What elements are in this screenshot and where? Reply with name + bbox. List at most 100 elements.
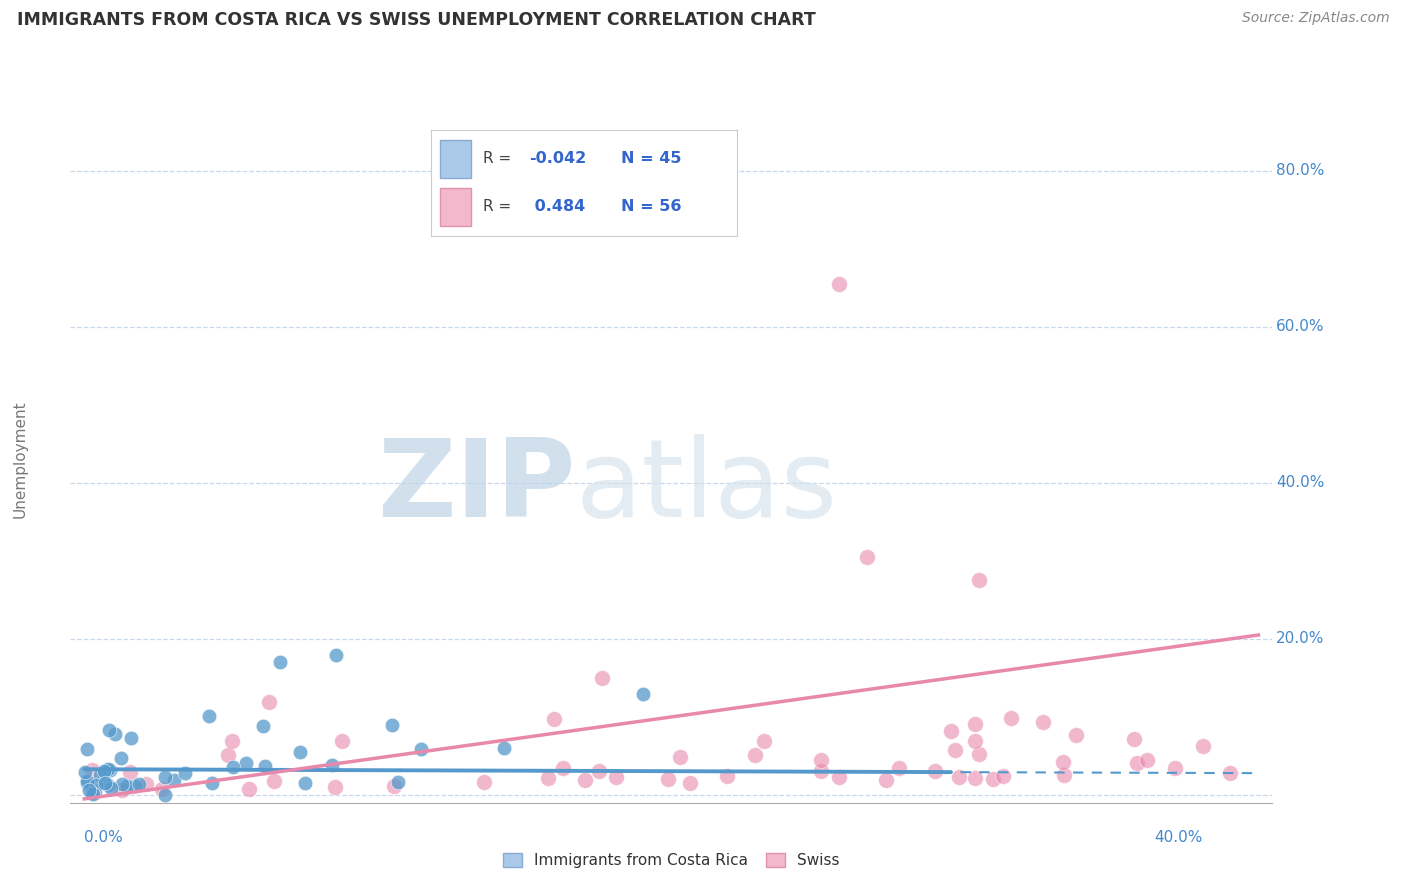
Text: atlas: atlas [575,434,837,540]
Point [943,743,966,757]
Point [752,734,775,748]
Point [543,712,565,726]
Text: IMMIGRANTS FROM COSTA RICA VS SWISS UNEMPLOYMENT CORRELATION CHART: IMMIGRANTS FROM COSTA RICA VS SWISS UNEM… [17,11,815,29]
Point [1123,732,1146,747]
Text: Source: ZipAtlas.com: Source: ZipAtlas.com [1241,11,1389,25]
Text: R =: R = [484,200,516,214]
Point [828,277,851,291]
Point [120,731,142,746]
Point [1052,767,1074,781]
Point [153,771,176,785]
Point [325,648,347,662]
Point [939,724,962,739]
Point [924,764,946,778]
Point [744,747,766,762]
Point [110,751,132,765]
Point [111,783,134,797]
Point [82,787,104,801]
Point [76,776,98,790]
Point [153,788,176,802]
Point [269,655,291,669]
Point [1126,756,1149,771]
Point [574,773,596,788]
Point [201,776,224,790]
Point [472,775,495,789]
Text: N = 56: N = 56 [621,200,682,214]
Point [716,769,738,783]
Point [263,774,285,789]
Point [963,716,986,731]
Point [173,765,195,780]
Point [810,753,832,767]
Point [1000,711,1022,725]
Point [222,760,245,774]
Text: Unemployment: Unemployment [13,401,27,518]
Point [82,786,104,800]
Text: 0.484: 0.484 [529,200,585,214]
Text: R =: R = [484,152,516,167]
Point [93,764,115,778]
Point [875,772,897,787]
Point [679,776,702,790]
Point [965,771,987,785]
Point [967,574,990,588]
Point [828,770,851,784]
Point [856,549,879,564]
Point [381,717,404,731]
Point [981,772,1004,786]
Point [1032,715,1054,730]
Point [669,750,692,764]
Point [323,780,346,795]
Point [321,757,343,772]
Point [810,764,832,779]
Point [969,747,991,762]
Point [98,763,121,777]
Point [657,772,679,786]
Point [98,723,121,737]
Point [93,767,115,781]
Point [633,687,655,701]
Point [290,745,312,759]
Text: 20.0%: 20.0% [1277,632,1324,647]
Point [492,741,515,756]
Legend: Immigrants from Costa Rica, Swiss: Immigrants from Costa Rica, Swiss [498,847,845,874]
Point [591,671,613,685]
Point [82,763,104,777]
Point [100,780,122,795]
Point [96,762,118,776]
Point [94,775,117,789]
Point [104,727,127,741]
Point [1191,739,1213,753]
FancyBboxPatch shape [440,140,471,178]
Point [551,761,574,775]
Text: N = 45: N = 45 [621,152,682,167]
Point [76,741,98,756]
Point [124,780,146,794]
Point [991,769,1014,783]
FancyBboxPatch shape [440,188,471,226]
Point [887,761,910,775]
Point [588,764,610,778]
Point [387,775,409,789]
Point [89,768,111,782]
Point [83,784,105,798]
Point [163,773,186,788]
Text: 80.0%: 80.0% [1277,163,1324,178]
Point [135,777,157,791]
Point [128,777,150,791]
Text: 60.0%: 60.0% [1277,319,1324,334]
Text: ZIP: ZIP [377,434,575,540]
Point [294,775,316,789]
Point [382,780,405,794]
Point [235,756,257,770]
Point [1052,755,1074,769]
Point [259,695,281,709]
Point [118,764,141,779]
Point [76,773,98,788]
Point [217,747,239,762]
Point [75,764,97,779]
Point [221,734,243,748]
Point [117,779,139,793]
Text: 0.0%: 0.0% [84,830,124,845]
Point [411,742,433,756]
